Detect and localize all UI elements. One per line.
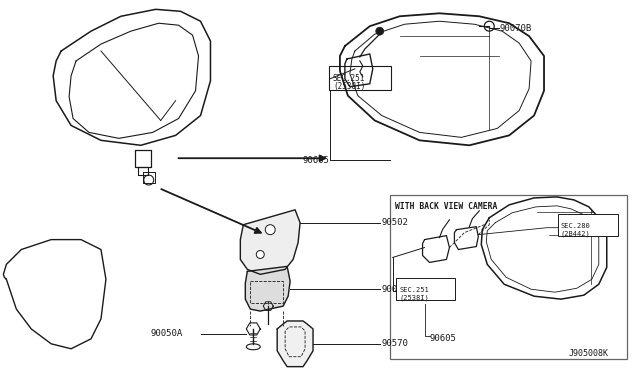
Bar (390, 195, 627, 359)
Text: (2538I): (2538I) (399, 295, 429, 301)
Circle shape (447, 214, 452, 220)
Polygon shape (241, 210, 300, 274)
Text: J905008K: J905008K (569, 349, 609, 358)
FancyBboxPatch shape (558, 214, 618, 235)
Circle shape (265, 225, 275, 235)
Text: 90050D: 90050D (381, 285, 414, 294)
Text: SEC.280: SEC.280 (561, 223, 591, 229)
Polygon shape (454, 227, 478, 250)
Text: (2B442): (2B442) (561, 230, 591, 237)
FancyBboxPatch shape (329, 66, 390, 90)
Polygon shape (277, 321, 313, 367)
Text: 90502: 90502 (381, 218, 408, 227)
Text: 90570: 90570 (381, 339, 408, 348)
Text: SEC.251: SEC.251 (333, 74, 365, 83)
FancyBboxPatch shape (396, 278, 456, 300)
Text: 90050A: 90050A (151, 329, 183, 339)
Text: SEC.251: SEC.251 (399, 287, 429, 293)
Text: WITH BACK VIEW CAMERA: WITH BACK VIEW CAMERA (395, 202, 497, 211)
Text: 90605: 90605 (429, 334, 456, 343)
Circle shape (376, 27, 384, 35)
Text: (2538I): (2538I) (333, 82, 365, 91)
Text: 90070B: 90070B (499, 24, 531, 33)
Polygon shape (245, 266, 290, 311)
Text: 90605: 90605 (302, 156, 329, 165)
Circle shape (256, 250, 264, 259)
